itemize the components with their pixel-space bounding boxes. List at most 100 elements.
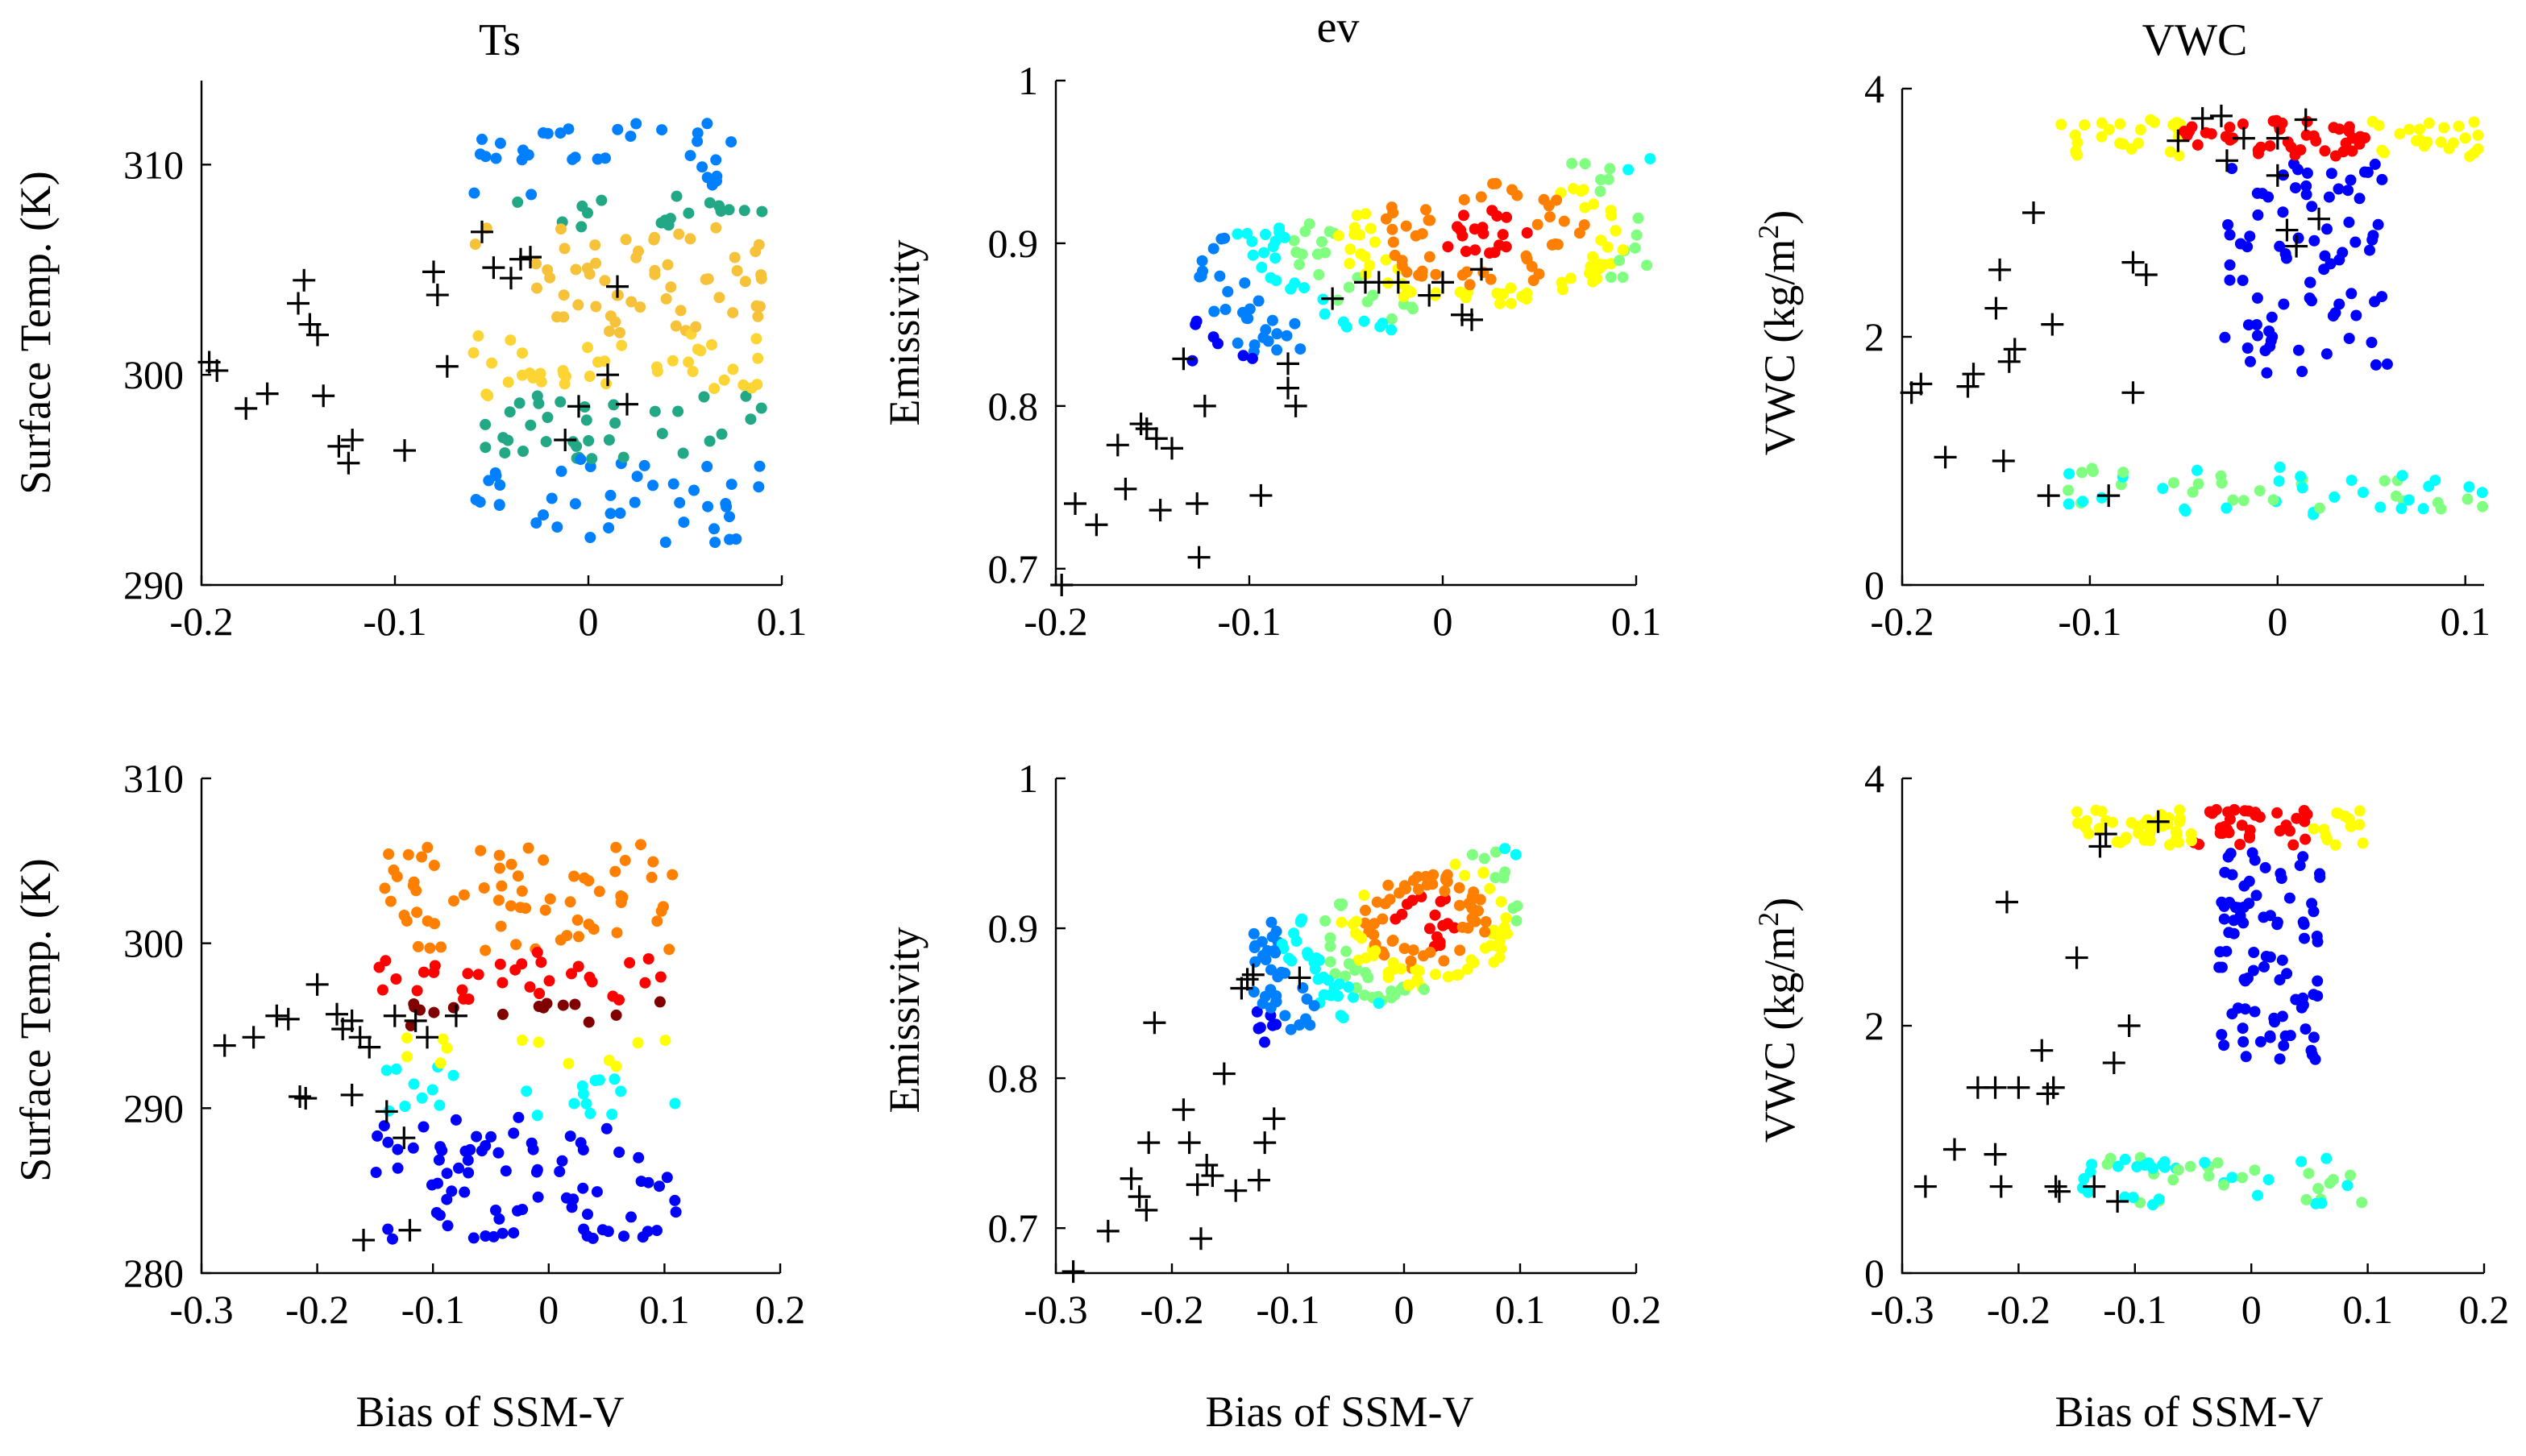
cross-marker	[1050, 574, 1074, 596]
scatter-point	[1343, 981, 1355, 993]
scatter-point	[1272, 971, 1284, 983]
scatter-point	[411, 985, 423, 997]
scatter-point	[2268, 1012, 2280, 1024]
y-tick-label: 4	[1864, 756, 1884, 801]
scatter-point	[600, 152, 611, 164]
scatter-point	[2453, 120, 2465, 132]
scatter-point	[1290, 935, 1302, 947]
scatter-point	[1386, 313, 1398, 325]
scatter-point	[544, 272, 556, 284]
scatter-point	[2300, 180, 2312, 192]
scatter-point	[566, 968, 577, 980]
scatter-point	[1434, 936, 1446, 948]
scatter-point	[526, 189, 538, 201]
scatter-point	[1244, 303, 1256, 315]
scatter-point	[1579, 201, 1591, 214]
scatter-point	[731, 265, 743, 276]
scatter-point	[2238, 973, 2250, 985]
cross-marker	[337, 451, 360, 475]
scatter-point	[2237, 495, 2250, 507]
scatter-point	[434, 1099, 446, 1111]
scatter-point	[635, 839, 646, 851]
scatter-point	[2224, 259, 2236, 271]
scatter-point	[2261, 367, 2273, 379]
cross-marker	[2117, 1014, 2141, 1037]
scatter-point	[522, 842, 534, 854]
scatter-point	[1365, 222, 1377, 234]
scatter-point	[659, 537, 671, 548]
scatter-point	[701, 461, 713, 472]
scatter-point	[496, 1008, 509, 1020]
scatter-point	[711, 175, 722, 187]
scatter-point	[1386, 223, 1398, 235]
cross-marker	[1367, 271, 1390, 294]
scatter-point	[629, 496, 641, 508]
scatter-point	[1325, 989, 1337, 1002]
cross-marker	[435, 355, 459, 378]
scatter-point	[2414, 123, 2426, 135]
cross-marker	[1190, 1227, 1212, 1251]
scatter-point	[2219, 331, 2231, 343]
scatter-point	[448, 895, 459, 907]
scatter-point	[2287, 839, 2300, 851]
scatter-point	[2320, 1152, 2333, 1164]
x-tick-label: 0	[1394, 1287, 1415, 1332]
cross-marker	[352, 1229, 376, 1252]
scatter-point	[2283, 892, 2295, 904]
scatter-point	[2376, 291, 2388, 303]
cross-marker	[2036, 1082, 2059, 1105]
scatter-point	[1464, 279, 1476, 291]
scatter-point	[1332, 294, 1344, 306]
scatter-point	[1276, 938, 1288, 950]
x-tick-label: 0	[538, 1287, 559, 1332]
scatter-point	[1269, 252, 1282, 264]
cross-marker	[276, 1007, 300, 1031]
scatter-point	[376, 984, 388, 996]
scatter-point	[1251, 1006, 1263, 1018]
scatter-point	[2297, 851, 2309, 863]
scatter-point	[1423, 251, 1435, 263]
scatter-point	[384, 895, 397, 907]
scatter-point	[1622, 164, 1635, 176]
scatter-point	[683, 207, 695, 219]
scatter-point	[2249, 854, 2261, 866]
scatter-point	[2096, 492, 2108, 504]
cross-marker	[444, 1004, 467, 1027]
scatter-point	[2063, 484, 2075, 496]
scatter-point	[2171, 828, 2183, 840]
scatter-point	[1442, 918, 1454, 930]
scatter-point	[1290, 247, 1302, 258]
scatter-point	[1400, 220, 1412, 232]
panel-title: Ts	[479, 15, 521, 65]
scatter-point	[583, 435, 595, 446]
y-axis-label-superscript: 2	[1752, 225, 1784, 239]
scatter-point	[2277, 206, 2289, 218]
scatter-point	[422, 841, 434, 853]
cross-marker	[383, 1004, 406, 1027]
cross-marker	[1120, 1167, 1143, 1190]
scatter-point	[2294, 860, 2306, 872]
y-axis-label: VWC (kg/m2)	[1752, 898, 1804, 1143]
scatter-point	[558, 368, 570, 380]
cross-marker	[2030, 1039, 2054, 1062]
scatter-point	[471, 1130, 483, 1143]
scatter-point	[2477, 500, 2489, 512]
y-tick-label: 0.8	[988, 1056, 1039, 1101]
scatter-point	[517, 446, 529, 457]
scatter-point	[671, 190, 683, 202]
scatter-point	[492, 1147, 505, 1159]
scatter-point	[531, 371, 543, 383]
scatter-point	[750, 333, 762, 345]
scatter-point	[447, 1069, 459, 1081]
cross-marker	[1193, 394, 1216, 417]
scatter-point	[610, 1009, 622, 1021]
scatter-point	[2262, 1174, 2275, 1186]
cross-marker	[2094, 823, 2117, 846]
y-tick-label: 300	[123, 352, 184, 397]
x-tick-label: 0	[2267, 599, 2287, 644]
scatter-point	[582, 342, 593, 354]
cross-marker	[1178, 1131, 1201, 1155]
scatter-point	[563, 1058, 575, 1069]
scatter-point	[1219, 304, 1232, 315]
scatter-point	[1369, 918, 1380, 930]
